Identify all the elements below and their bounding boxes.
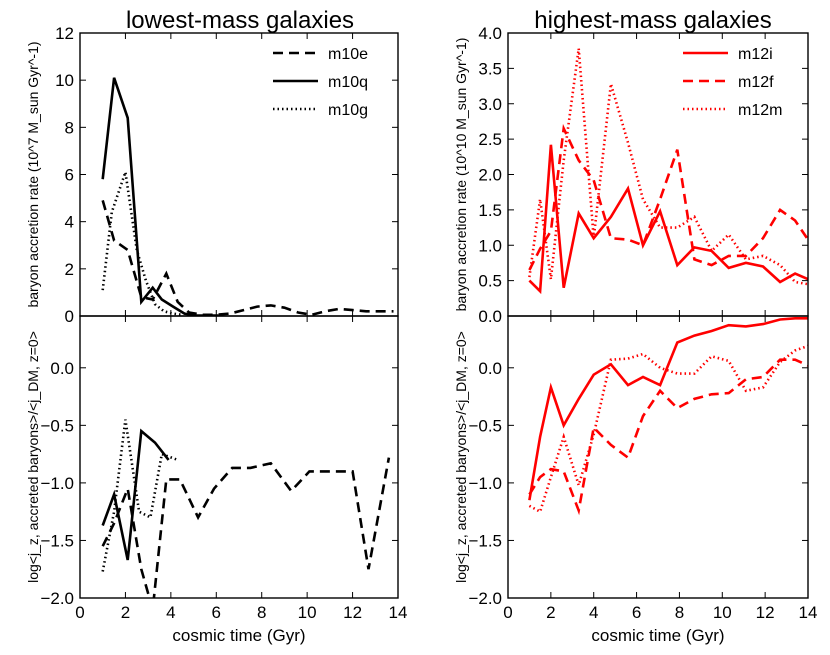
x-axis-label: cosmic time (Gyr) bbox=[172, 626, 305, 645]
y-axis-label: baryon accretion rate (10^10 M_sun Gyr^-… bbox=[453, 38, 469, 312]
panel-top-left: 0 2 4 6 8 10 12 baryon accretion rate (10^7 M_s… bbox=[25, 24, 399, 326]
y-tick-label: 10 bbox=[55, 71, 74, 90]
y-tick-label: −2.0 bbox=[40, 589, 74, 608]
series-line-m10g bbox=[101, 171, 183, 316]
legend-label-m12f: m12f bbox=[738, 74, 774, 91]
series-line-m10q bbox=[101, 428, 170, 561]
y-tick-label: 0.0 bbox=[50, 359, 74, 378]
y-tick-label: 1.5 bbox=[478, 201, 502, 220]
y-tick-label: 12 bbox=[55, 24, 74, 43]
y-axis-label: log<j_z, accreted baryons>/<j_DM, z=0> bbox=[25, 331, 41, 583]
left-title: lowest-mass galaxies bbox=[126, 7, 354, 34]
series-line-m12m bbox=[528, 48, 808, 286]
legend: m10e m10q m10g bbox=[273, 46, 368, 119]
y-tick-label: 2 bbox=[65, 260, 74, 279]
y-tick-label: 2.5 bbox=[478, 130, 502, 149]
y-tick-label: 0.0 bbox=[478, 359, 502, 378]
y-tick-label: 6 bbox=[65, 166, 74, 185]
y-tick-label: −1.5 bbox=[40, 531, 74, 550]
series-line-m10e bbox=[101, 457, 391, 598]
y-tick-label: 0 bbox=[65, 307, 74, 326]
y-tick-label: 4 bbox=[65, 213, 74, 232]
x-tick-label: 6 bbox=[212, 603, 221, 622]
series-line-m12i bbox=[528, 316, 808, 501]
y-tick-label: 3.5 bbox=[478, 59, 502, 78]
panel-bottom-left: 0 2 4 6 8 10 12 14 −2.0 −1.5 −1.0 −0.5 0.0 cosmic tim… bbox=[25, 315, 408, 645]
series-line-m12f bbox=[528, 358, 808, 516]
x-tick-label: 6 bbox=[632, 603, 641, 622]
legend: m12i m12f m12m bbox=[683, 46, 782, 119]
y-tick-label: −0.5 bbox=[40, 416, 74, 435]
y-tick-label: 4.0 bbox=[478, 24, 502, 43]
x-tick-label: 0 bbox=[75, 603, 84, 622]
y-tick-label: −1.5 bbox=[468, 531, 502, 550]
x-tick-label: 8 bbox=[675, 603, 684, 622]
x-tick-label: 12 bbox=[343, 603, 362, 622]
legend-label-m10q: m10q bbox=[328, 74, 368, 91]
series-line-m10q bbox=[101, 77, 219, 316]
y-tick-label: −1.0 bbox=[468, 474, 502, 493]
series-line-m12i bbox=[528, 144, 808, 295]
y-axis-label: baryon accretion rate (10^7 M_sun Gyr^-1… bbox=[25, 41, 41, 307]
legend-label-m10g: m10g bbox=[328, 102, 368, 119]
y-tick-label: 3.0 bbox=[478, 95, 502, 114]
plot-frame bbox=[79, 315, 399, 599]
y-tick-label: 2.0 bbox=[478, 166, 502, 185]
x-tick-label: 4 bbox=[589, 603, 598, 622]
x-tick-label: 10 bbox=[298, 603, 317, 622]
legend-label-m12m: m12m bbox=[738, 102, 782, 119]
series-line-m12f bbox=[528, 123, 808, 271]
right-title: highest-mass galaxies bbox=[534, 7, 771, 34]
y-tick-label: 1.0 bbox=[478, 236, 502, 255]
legend-label-m12i: m12i bbox=[738, 46, 773, 63]
legend-label-m10e: m10e bbox=[328, 46, 368, 63]
y-tick-label: 0.0 bbox=[478, 307, 502, 326]
x-tick-label: 12 bbox=[756, 603, 775, 622]
series-line-m10e bbox=[101, 200, 394, 316]
y-tick-label: 8 bbox=[65, 118, 74, 137]
y-tick-label: −0.5 bbox=[468, 416, 502, 435]
x-tick-label: 8 bbox=[257, 603, 266, 622]
panel-top-right: 0.0 0.5 1.0 1.5 2.0 2.5 3.0 3.5 4.0 baryon accret… bbox=[453, 24, 809, 326]
x-tick-label: 4 bbox=[166, 603, 175, 622]
x-tick-label: 0 bbox=[503, 603, 512, 622]
x-tick-label: 14 bbox=[799, 603, 818, 622]
y-axis-label: log<j_z, accreted baryons>/<j_DM, z=0> bbox=[453, 331, 469, 583]
y-tick-label: −1.0 bbox=[40, 474, 74, 493]
y-tick-label: −2.0 bbox=[468, 589, 502, 608]
y-tick-label: 0.5 bbox=[478, 272, 502, 291]
panel-bottom-right: 0 2 4 6 8 10 12 14 −2.0 −1.5 −1.0 −0.5 0.0 cosmic tim… bbox=[453, 315, 818, 645]
series-line-m12m bbox=[528, 344, 808, 514]
plot-frame bbox=[507, 315, 809, 599]
x-tick-label: 14 bbox=[389, 603, 408, 622]
x-axis-label: cosmic time (Gyr) bbox=[591, 626, 724, 645]
x-tick-label: 10 bbox=[713, 603, 732, 622]
x-tick-label: 2 bbox=[121, 603, 130, 622]
x-tick-label: 2 bbox=[546, 603, 555, 622]
